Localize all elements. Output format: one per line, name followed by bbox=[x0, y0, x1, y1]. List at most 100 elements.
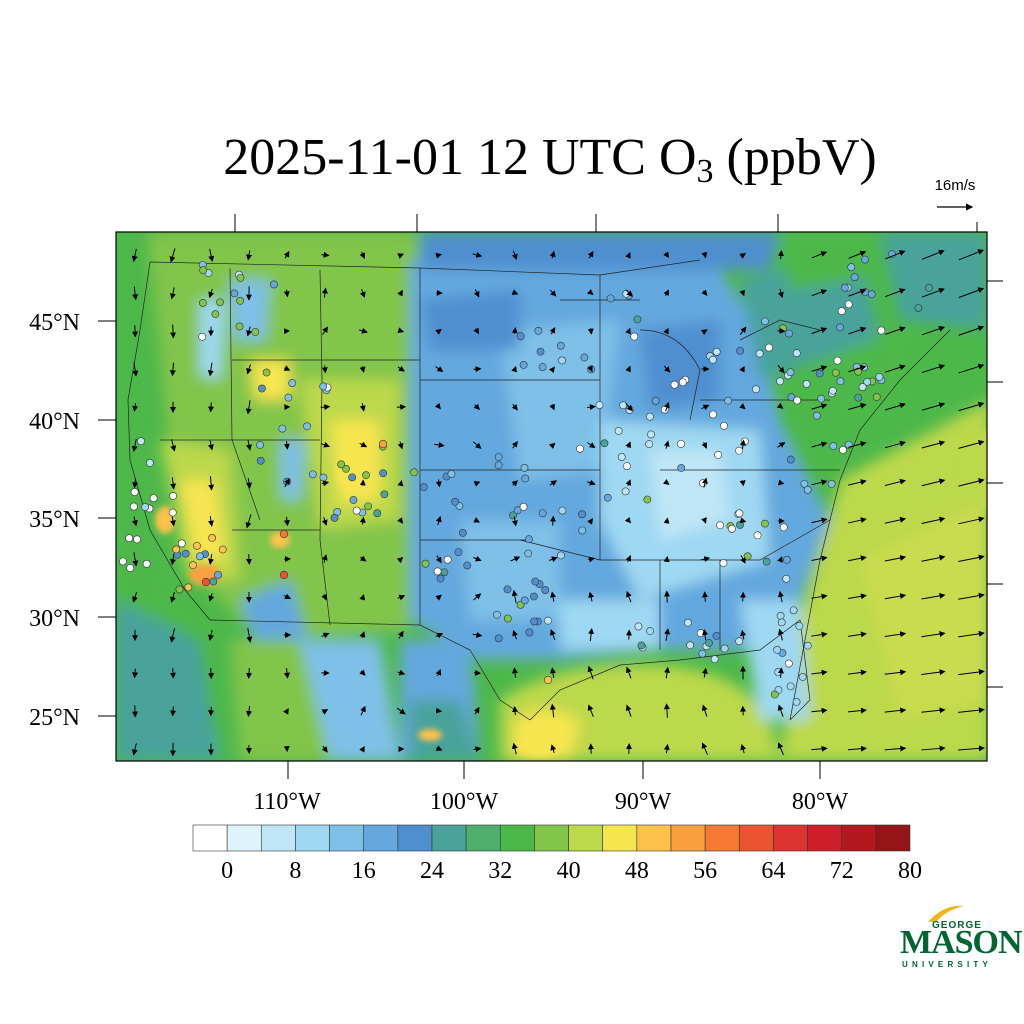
wind-arrow bbox=[435, 515, 442, 526]
station-marker bbox=[782, 574, 791, 583]
wind-arrow bbox=[625, 441, 631, 449]
station-marker bbox=[541, 586, 550, 594]
colorbar-swatch bbox=[875, 824, 911, 852]
station-marker bbox=[833, 356, 842, 365]
wind-arrow bbox=[921, 745, 946, 752]
station-marker bbox=[544, 616, 552, 625]
wind-arrow bbox=[702, 477, 708, 488]
station-marker bbox=[580, 353, 589, 362]
station-marker bbox=[308, 470, 317, 479]
station-marker bbox=[773, 645, 782, 654]
station-marker bbox=[218, 545, 227, 554]
station-marker bbox=[735, 637, 744, 646]
logo-flame-icon bbox=[928, 905, 964, 922]
wind-arrow bbox=[359, 288, 366, 298]
wind-arrow bbox=[921, 707, 946, 714]
station-marker bbox=[776, 611, 785, 620]
station-marker bbox=[815, 369, 824, 378]
wind-arrow bbox=[884, 440, 906, 449]
wind-arrow bbox=[208, 629, 214, 641]
station-marker bbox=[646, 627, 654, 635]
wind-arrow bbox=[246, 326, 252, 337]
wind-arrow bbox=[921, 478, 946, 487]
station-marker bbox=[710, 655, 719, 664]
wind-arrow bbox=[208, 593, 215, 602]
wind-arrow bbox=[132, 552, 139, 567]
boundaries bbox=[127, 259, 951, 721]
wind-arrow bbox=[625, 666, 632, 679]
station-marker bbox=[858, 383, 867, 391]
wind-arrow bbox=[958, 325, 985, 336]
wind-arrow bbox=[472, 251, 483, 258]
wind-arrow bbox=[397, 517, 404, 524]
station-marker bbox=[761, 519, 769, 528]
station-marker bbox=[844, 300, 853, 309]
colorbar-swatch bbox=[295, 824, 330, 852]
wind-arrow bbox=[246, 440, 252, 451]
wind-arrow bbox=[701, 441, 707, 449]
station-marker bbox=[623, 462, 631, 470]
station-marker bbox=[362, 471, 370, 480]
station-marker bbox=[558, 506, 567, 515]
station-marker bbox=[419, 483, 428, 492]
title-text: 2025-11-01 12 UTC O bbox=[223, 129, 697, 186]
wind-arrow bbox=[549, 403, 555, 411]
wind-arrow bbox=[664, 666, 671, 679]
lat-label-40: 40°N bbox=[29, 409, 80, 435]
colorbar-label: 24 bbox=[420, 858, 444, 884]
wind-arrow bbox=[777, 365, 785, 374]
station-marker bbox=[543, 675, 553, 685]
station-marker bbox=[149, 494, 158, 503]
wind-arrow bbox=[739, 289, 746, 297]
wind-arrow bbox=[811, 707, 828, 714]
wind-arrow bbox=[396, 404, 407, 411]
station-marker bbox=[924, 283, 933, 292]
station-marker bbox=[829, 442, 838, 450]
wind-arrow bbox=[587, 704, 594, 717]
wind-arrow bbox=[283, 441, 290, 450]
station-marker bbox=[447, 470, 456, 478]
wind-arrow bbox=[777, 704, 784, 717]
wind-arrow bbox=[321, 516, 328, 526]
wind-arrow bbox=[625, 479, 631, 486]
colorbar-swatch bbox=[192, 824, 228, 852]
wind-arrow bbox=[321, 480, 330, 487]
wind-vectors bbox=[131, 248, 985, 757]
wind-arrow bbox=[921, 325, 945, 336]
station-marker bbox=[677, 464, 686, 472]
station-marker bbox=[776, 377, 784, 386]
station-marker bbox=[137, 437, 145, 446]
station-marker bbox=[348, 473, 357, 482]
wind-arrow bbox=[848, 250, 867, 259]
lat-label-30: 30°N bbox=[29, 606, 80, 632]
station-marker bbox=[198, 332, 207, 341]
wind-arrow bbox=[663, 327, 669, 335]
wind-arrow bbox=[777, 667, 784, 678]
colorbar bbox=[192, 824, 911, 852]
colorbar-label: 8 bbox=[289, 858, 301, 884]
wind-arrow bbox=[435, 669, 442, 677]
wind-arrow bbox=[549, 442, 556, 450]
wind-arrow bbox=[435, 555, 442, 564]
wind-arrow bbox=[549, 515, 556, 526]
wind-arrow bbox=[701, 667, 708, 678]
wind-arrow bbox=[473, 593, 482, 601]
bottom-ticks bbox=[287, 761, 821, 779]
wind-arrow bbox=[472, 631, 483, 638]
station-marker bbox=[184, 583, 193, 592]
colorbar-swatch bbox=[841, 824, 877, 852]
wind-arrow bbox=[511, 516, 518, 527]
station-marker bbox=[330, 513, 339, 522]
station-marker bbox=[235, 322, 244, 331]
gmu-logo: GEORGE MASON UNIVERSITY bbox=[896, 904, 1023, 974]
wind-arrow bbox=[958, 745, 985, 752]
station-marker bbox=[177, 539, 186, 548]
wind-arrow bbox=[740, 743, 747, 754]
station-marker bbox=[524, 549, 533, 558]
station-marker bbox=[270, 280, 278, 289]
wind-arrow bbox=[624, 516, 632, 524]
station-marker bbox=[719, 559, 728, 567]
wind-arrow bbox=[359, 555, 367, 562]
wind-arrow bbox=[625, 365, 631, 373]
wind-arrow bbox=[884, 516, 907, 524]
